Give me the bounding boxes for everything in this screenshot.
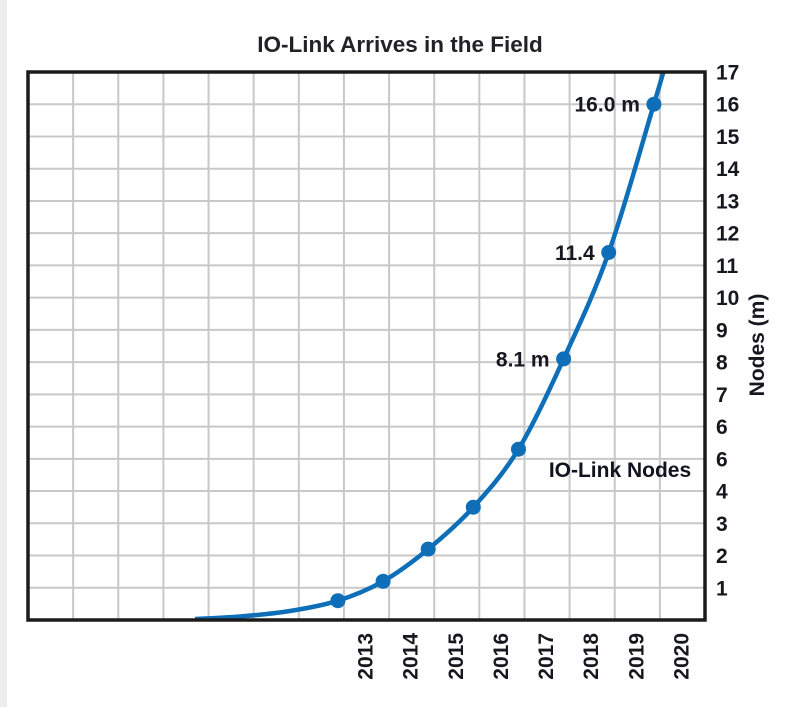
y-tick-label: 13 [716,190,739,213]
data-point-marker [465,499,481,515]
y-tick-label: 7 [716,384,728,407]
y-tick-label: 3 [716,513,728,536]
x-tick-label: 2017 [535,633,558,680]
series-curve [194,72,666,621]
y-tick-label: 14 [716,158,740,181]
y-tick-label: 1 [716,577,728,600]
series-label: IO-Link Nodes [549,459,691,482]
x-tick-label: 2018 [580,633,603,680]
data-point-marker [375,573,391,589]
plot-border [26,70,707,622]
y-tick-label: 10 [716,287,739,310]
y-tick-label: 6 [716,448,728,471]
x-tick-label: 2019 [625,633,648,680]
y-axis-title: Nodes (m) [746,294,769,397]
x-tick-label: 2013 [355,633,378,680]
y-tick-label: 2 [716,545,728,568]
point-value-labels: 8.1 m 11.4 16.0 m [496,94,640,372]
gridlines [28,72,705,620]
data-points [330,96,662,609]
y-tick-label: 16 [716,94,739,117]
x-tick-label: 2014 [400,633,423,680]
left-margin-strip [0,0,7,707]
x-tick-label: 2020 [670,633,693,680]
y-tick-label: 11 [716,255,739,278]
y-tick-label: 17 [716,62,739,85]
point-value-label: 8.1 m [496,348,550,371]
y-tick-label: 15 [716,126,740,149]
y-tick-label: 6 [716,416,728,439]
y-tick-label: 12 [716,223,739,246]
y-tick-label: 4 [716,481,728,504]
point-value-label: 16.0 m [575,94,640,117]
point-value-label: 11.4 [555,242,595,265]
data-point-marker [511,441,526,457]
y-tick-label: 8 [716,352,728,375]
data-point-marker [646,96,662,112]
data-point-marker [556,351,572,367]
chart-title: IO-Link Arrives in the Field [257,32,542,57]
data-point-marker [420,541,436,557]
x-axis-tick-labels: 2013 2014 2015 2016 2017 2018 2019 2020 [355,633,694,680]
data-point-marker [330,593,346,609]
x-tick-label: 2015 [445,633,468,680]
x-tick-label: 2016 [490,633,513,680]
y-tick-label: 9 [716,319,728,342]
data-point-marker [601,245,617,260]
